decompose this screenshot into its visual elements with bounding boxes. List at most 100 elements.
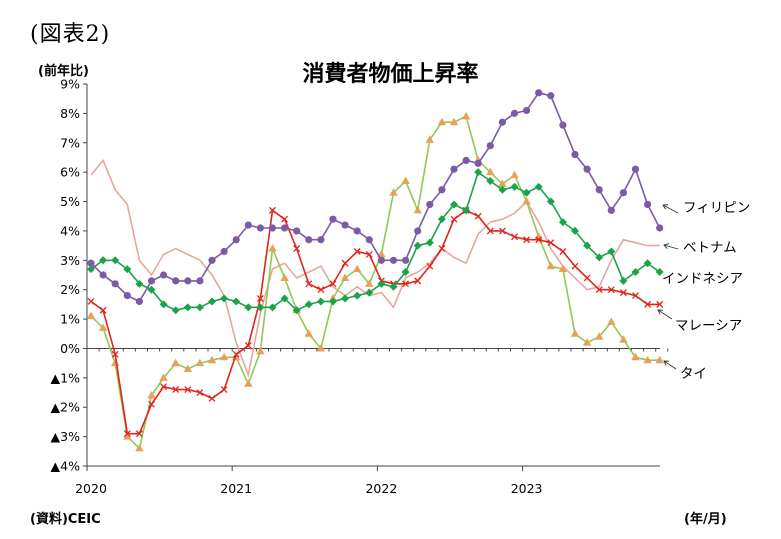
- data-point: [425, 135, 434, 143]
- data-point: [329, 280, 337, 288]
- series-label-タイ: タイ: [680, 366, 707, 382]
- y-tick-label: 5%: [60, 194, 80, 209]
- data-point: [87, 259, 95, 267]
- x-tick-label: 2020: [75, 481, 107, 496]
- data-point: [559, 248, 567, 255]
- data-point: [256, 224, 264, 232]
- data-point: [207, 355, 217, 364]
- data-point: [268, 303, 277, 312]
- data-point: [534, 232, 543, 240]
- data-point: [316, 297, 325, 306]
- data-point: [99, 271, 107, 279]
- y-tick-label: 6%: [60, 165, 80, 180]
- figure-label: (図表2): [30, 22, 111, 47]
- data-point: [87, 297, 95, 305]
- data-point: [365, 250, 373, 258]
- data-point: [160, 271, 168, 279]
- data-point: [171, 306, 180, 315]
- data-point: [486, 227, 494, 235]
- data-point: [208, 297, 216, 306]
- y-tick-label: 7%: [60, 135, 80, 150]
- leader-arrowhead: [662, 204, 669, 210]
- data-point: [582, 338, 592, 346]
- data-point: [317, 286, 325, 294]
- data-point: [462, 206, 471, 215]
- leader-arrowhead: [663, 243, 669, 249]
- data-point: [172, 386, 180, 394]
- data-point: [583, 165, 591, 173]
- data-point: [244, 221, 252, 229]
- data-point: [304, 329, 313, 337]
- data-point: [293, 227, 301, 235]
- data-point: [353, 248, 361, 255]
- data-point: [559, 121, 567, 129]
- data-point: [656, 300, 664, 308]
- data-point: [111, 256, 120, 265]
- data-point: [547, 239, 555, 247]
- data-point: [632, 292, 639, 300]
- data-point: [160, 383, 168, 391]
- x-unit-label: (年/月): [684, 512, 727, 527]
- data-point: [571, 262, 579, 270]
- data-point: [353, 291, 362, 300]
- data-point: [111, 350, 119, 358]
- y-tick-label: ▲3%: [51, 429, 81, 444]
- data-point: [123, 291, 131, 300]
- chart-title: 消費者物価上昇率: [302, 62, 479, 87]
- data-point: [498, 118, 506, 126]
- data-point: [437, 117, 447, 126]
- data-point: [147, 285, 156, 294]
- data-point: [135, 279, 144, 288]
- data-point: [292, 306, 301, 315]
- data-point: [425, 238, 434, 247]
- data-point: [510, 170, 519, 179]
- data-point: [631, 352, 640, 361]
- data-point: [583, 241, 592, 250]
- data-point: [340, 273, 350, 281]
- data-point: [523, 236, 531, 244]
- data-point: [304, 300, 313, 309]
- data-point: [414, 277, 422, 285]
- data-point: [607, 286, 615, 294]
- data-point: [341, 221, 349, 229]
- data-point: [147, 277, 156, 285]
- y-tick-label: 0%: [60, 341, 80, 356]
- x-tick-label: 2021: [220, 481, 252, 496]
- data-point: [195, 358, 205, 367]
- data-point: [196, 389, 204, 396]
- data-point: [595, 253, 604, 262]
- data-point: [353, 227, 361, 235]
- series-label-フィリピン: フィリピン: [683, 200, 750, 216]
- y-tick-label: ▲4%: [51, 459, 81, 474]
- data-point: [184, 386, 192, 394]
- data-point: [474, 159, 482, 167]
- data-point: [547, 92, 555, 100]
- data-point: [244, 342, 252, 349]
- data-point: [232, 236, 240, 244]
- data-point: [123, 432, 132, 440]
- data-point: [377, 256, 385, 264]
- data-point: [449, 117, 459, 126]
- data-point: [571, 226, 579, 235]
- data-point: [619, 335, 628, 343]
- x-tick-label: 2022: [365, 481, 397, 496]
- data-point: [111, 358, 120, 367]
- data-point: [329, 215, 337, 223]
- data-point: [643, 259, 652, 268]
- data-point: [232, 350, 240, 358]
- data-point: [220, 294, 229, 303]
- data-point: [498, 179, 507, 187]
- data-point: [570, 329, 580, 337]
- data-point: [135, 443, 144, 452]
- data-point: [401, 268, 410, 277]
- data-point: [196, 277, 204, 285]
- data-point: [414, 227, 422, 235]
- data-point: [208, 256, 216, 264]
- data-point: [159, 300, 168, 309]
- data-point: [546, 261, 555, 270]
- data-point: [450, 215, 458, 223]
- data-point: [280, 294, 289, 303]
- data-point: [535, 236, 543, 244]
- y-tick-label: ▲2%: [51, 400, 81, 415]
